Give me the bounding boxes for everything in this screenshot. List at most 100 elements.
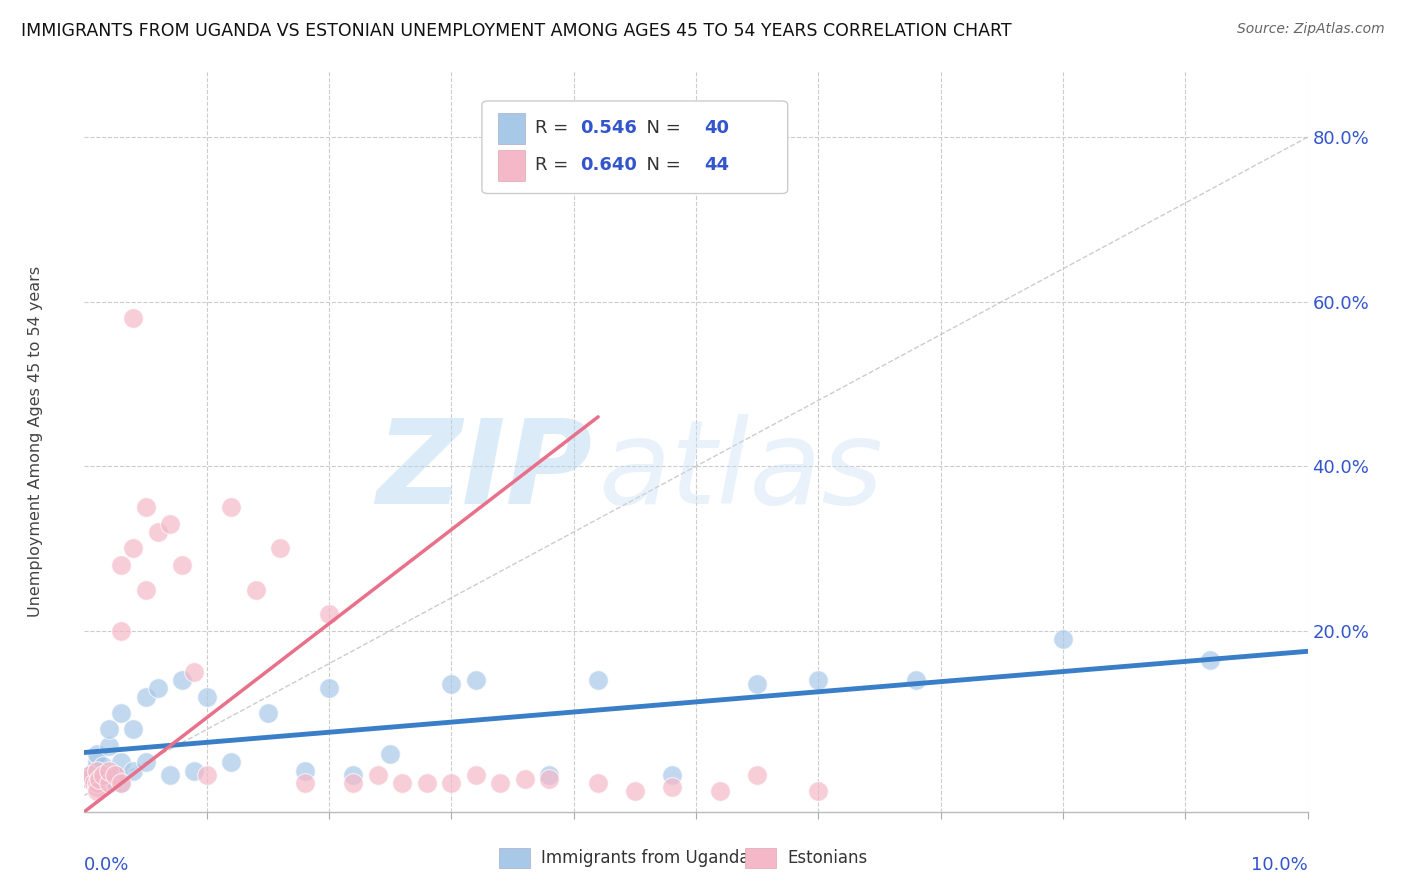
Point — [86, 776, 108, 790]
Point — [219, 756, 242, 770]
Point — [183, 665, 205, 679]
Point — [391, 776, 413, 790]
Text: Unemployment Among Ages 45 to 54 years: Unemployment Among Ages 45 to 54 years — [28, 266, 44, 617]
Point — [538, 767, 561, 781]
Text: R =: R = — [534, 120, 574, 137]
Point — [91, 759, 114, 773]
Point — [110, 558, 132, 572]
Point — [245, 582, 267, 597]
Text: atlas: atlas — [598, 414, 883, 528]
Point — [77, 772, 100, 786]
Text: IMMIGRANTS FROM UGANDA VS ESTONIAN UNEMPLOYMENT AMONG AGES 45 TO 54 YEARS CORREL: IMMIGRANTS FROM UGANDA VS ESTONIAN UNEMP… — [21, 22, 1012, 40]
Point — [513, 772, 536, 786]
Point — [440, 776, 463, 790]
Point — [86, 780, 108, 794]
Point — [747, 767, 769, 781]
Point — [294, 764, 316, 778]
Point — [172, 558, 194, 572]
Point — [146, 681, 169, 696]
Point — [87, 772, 110, 786]
Point — [86, 780, 108, 794]
Text: Source: ZipAtlas.com: Source: ZipAtlas.com — [1237, 22, 1385, 37]
Point — [159, 516, 181, 531]
Point — [342, 776, 364, 790]
Text: N =: N = — [636, 156, 686, 174]
Point — [86, 764, 108, 778]
Point — [624, 784, 647, 798]
Text: N =: N = — [636, 120, 686, 137]
Point — [195, 767, 218, 781]
Text: 0.640: 0.640 — [579, 156, 637, 174]
FancyBboxPatch shape — [498, 150, 524, 181]
Point — [91, 767, 114, 781]
Point — [661, 767, 683, 781]
Point — [661, 780, 683, 794]
Point — [489, 776, 512, 790]
Point — [122, 723, 145, 737]
Point — [110, 776, 132, 790]
Text: 40: 40 — [704, 120, 730, 137]
Point — [747, 677, 769, 691]
Point — [172, 673, 194, 687]
Point — [183, 764, 205, 778]
Point — [709, 784, 731, 798]
Point — [104, 767, 127, 781]
Text: 10.0%: 10.0% — [1251, 856, 1308, 874]
Point — [86, 747, 108, 761]
Point — [83, 776, 105, 790]
Point — [135, 756, 157, 770]
Point — [807, 784, 830, 798]
Point — [464, 673, 486, 687]
Point — [79, 767, 101, 781]
Point — [219, 500, 242, 515]
Point — [110, 756, 132, 770]
Point — [104, 767, 127, 781]
Point — [97, 739, 120, 753]
Point — [538, 772, 561, 786]
Point — [464, 767, 486, 781]
Text: R =: R = — [534, 156, 574, 174]
Text: Estonians: Estonians — [787, 849, 868, 867]
Point — [294, 776, 316, 790]
Point — [86, 784, 108, 798]
Point — [110, 776, 132, 790]
Point — [318, 681, 340, 696]
Point — [416, 776, 439, 790]
Point — [159, 767, 181, 781]
Point — [380, 747, 402, 761]
Point — [91, 776, 114, 790]
Point — [110, 624, 132, 638]
Point — [146, 524, 169, 539]
Point — [1198, 652, 1220, 666]
Point — [122, 764, 145, 778]
Point — [257, 706, 280, 720]
Text: 0.0%: 0.0% — [84, 856, 129, 874]
Point — [807, 673, 830, 687]
Point — [83, 764, 105, 778]
Point — [586, 776, 609, 790]
Point — [135, 582, 157, 597]
Point — [440, 677, 463, 691]
Point — [135, 690, 157, 704]
Point — [110, 706, 132, 720]
Point — [87, 772, 110, 786]
Point — [318, 607, 340, 622]
Point — [269, 541, 291, 556]
Point — [97, 776, 120, 790]
FancyBboxPatch shape — [498, 112, 524, 144]
Point — [905, 673, 928, 687]
Point — [135, 500, 157, 515]
Point — [122, 541, 145, 556]
Point — [342, 767, 364, 781]
Point — [97, 772, 120, 786]
Text: 44: 44 — [704, 156, 730, 174]
Point — [97, 723, 120, 737]
Point — [1052, 632, 1074, 646]
Point — [79, 767, 101, 781]
Point — [367, 767, 389, 781]
FancyBboxPatch shape — [482, 101, 787, 194]
Text: 0.546: 0.546 — [579, 120, 637, 137]
Text: Immigrants from Uganda: Immigrants from Uganda — [541, 849, 749, 867]
Point — [122, 311, 145, 326]
Text: ZIP: ZIP — [375, 414, 592, 529]
